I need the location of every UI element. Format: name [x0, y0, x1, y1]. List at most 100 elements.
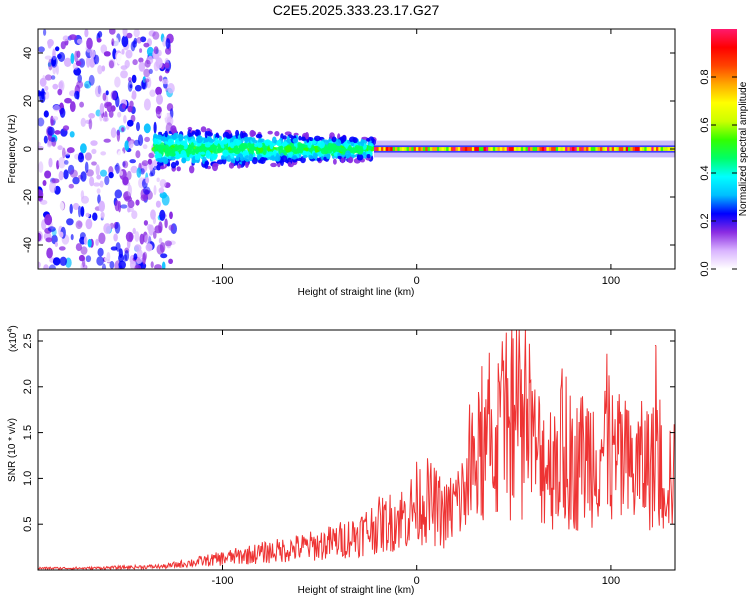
heatmap-cell [314, 135, 321, 142]
heatmap-cell [45, 146, 52, 156]
heatmap-cell [305, 132, 309, 140]
heatmap-cell [124, 59, 130, 69]
heatmap-cell [395, 147, 398, 151]
heatmap-cell [483, 147, 487, 151]
heatmap-cell [189, 165, 195, 174]
heatmap-cell [143, 42, 150, 48]
heatmap-cell [155, 158, 163, 162]
heatmap-cell [434, 147, 438, 151]
heatmap-cell [142, 186, 151, 195]
heatmap-cell [245, 161, 249, 168]
heatmap-cell [88, 113, 95, 119]
heatmap-cell [443, 147, 447, 151]
heatmap-cell [108, 171, 114, 179]
heatmap-cell [57, 201, 65, 211]
heatmap-cell [75, 243, 82, 252]
heatmap-cell [153, 185, 157, 196]
heatmap-cell [93, 54, 100, 65]
heatmap-cell [509, 147, 513, 151]
heatmap-cell [191, 158, 196, 164]
heatmap-cell [604, 147, 608, 151]
heatmap-cell [287, 161, 292, 167]
heatmap-cell [77, 153, 85, 163]
heatmap-cell [339, 147, 347, 152]
snr-x-tick-label: -100 [211, 575, 233, 587]
heatmap-cell [630, 147, 634, 151]
heatmap-cell [118, 253, 125, 263]
heatmap-cell [248, 145, 256, 151]
heatmap-cell [107, 202, 113, 215]
heatmap-cell [153, 138, 158, 145]
heatmap-cell [574, 147, 578, 151]
heatmap-cell [78, 58, 86, 68]
heatmap-cell [154, 151, 159, 155]
heatmap-cell [302, 150, 307, 157]
heatmap-cell [126, 32, 133, 39]
heatmap-cell [99, 110, 103, 122]
heatmap-cell [45, 237, 53, 243]
heatmap-cell [530, 147, 534, 151]
heatmap-cell [621, 147, 624, 151]
heatmap-cell [537, 147, 541, 151]
heatmap-cell [349, 136, 356, 143]
heatmap-cell [161, 261, 166, 269]
heatmap-cell [97, 65, 103, 75]
heatmap-cell [590, 147, 594, 151]
heatmap-cell [541, 147, 545, 151]
heatmap-cell [332, 145, 336, 153]
heatmap-cell [469, 147, 473, 151]
heatmap-cell [539, 147, 543, 151]
heatmap-cell [513, 147, 517, 151]
heatmap-cell [69, 131, 75, 138]
heatmap-cell [609, 147, 613, 151]
heatmap-cell [251, 157, 258, 165]
heatmap-cell [656, 147, 659, 151]
heatmap-cell [44, 55, 52, 60]
heatmap-cell [155, 106, 162, 115]
heatmap-cell [102, 116, 109, 122]
heatmap-cell [121, 127, 125, 132]
heatmap-cell [121, 103, 126, 109]
heatmap-cell [110, 246, 118, 251]
heatmap-cell [145, 177, 150, 184]
heatmap-cell [311, 140, 317, 145]
heatmap-cell [138, 61, 146, 72]
heatmap-cell [131, 210, 138, 220]
heatmap-cell [126, 170, 132, 180]
heatmap-cell [413, 147, 417, 151]
heatmap-cell [142, 252, 147, 265]
heatmap-cell [170, 156, 176, 161]
heatmap-cell [136, 121, 140, 132]
heatmap-cell [153, 230, 157, 239]
heatmap-cell [616, 147, 620, 151]
heatmap-cell [360, 140, 364, 147]
colorbar-ticks: 0.0 0.2 0.4 0.6 0.8 [699, 69, 737, 277]
heatmap-cell [105, 90, 109, 96]
heatmap-cell [96, 174, 102, 180]
heatmap-cell [356, 154, 364, 161]
heatmap-cell [121, 35, 129, 48]
heatmap-cell [158, 221, 163, 234]
heatmap-cell [367, 145, 373, 150]
heatmap-cell [191, 131, 197, 135]
heatmap-cell [131, 74, 137, 84]
heatmap-cell [110, 127, 117, 138]
heatmap-cell [88, 74, 95, 86]
heatmap-cell [59, 107, 66, 118]
heatmap-cell [374, 147, 377, 151]
heatmap-cell [155, 200, 161, 208]
heatmap-cell [168, 224, 174, 231]
heatmap-cell [267, 151, 274, 156]
heatmap-cell [51, 178, 60, 184]
heatmap-cell [239, 156, 245, 162]
heatmap-cell [163, 227, 169, 235]
heatmap-cell [159, 242, 166, 253]
heatmap-cell [516, 147, 520, 151]
heatmap-cell [101, 263, 107, 269]
heatmap-cell [223, 137, 228, 145]
heatmap-cell [191, 151, 196, 156]
heatmap-cell [551, 147, 555, 151]
snr-peak-point [654, 344, 657, 347]
heatmap-cell [607, 147, 610, 151]
heatmap-cell [527, 147, 531, 151]
